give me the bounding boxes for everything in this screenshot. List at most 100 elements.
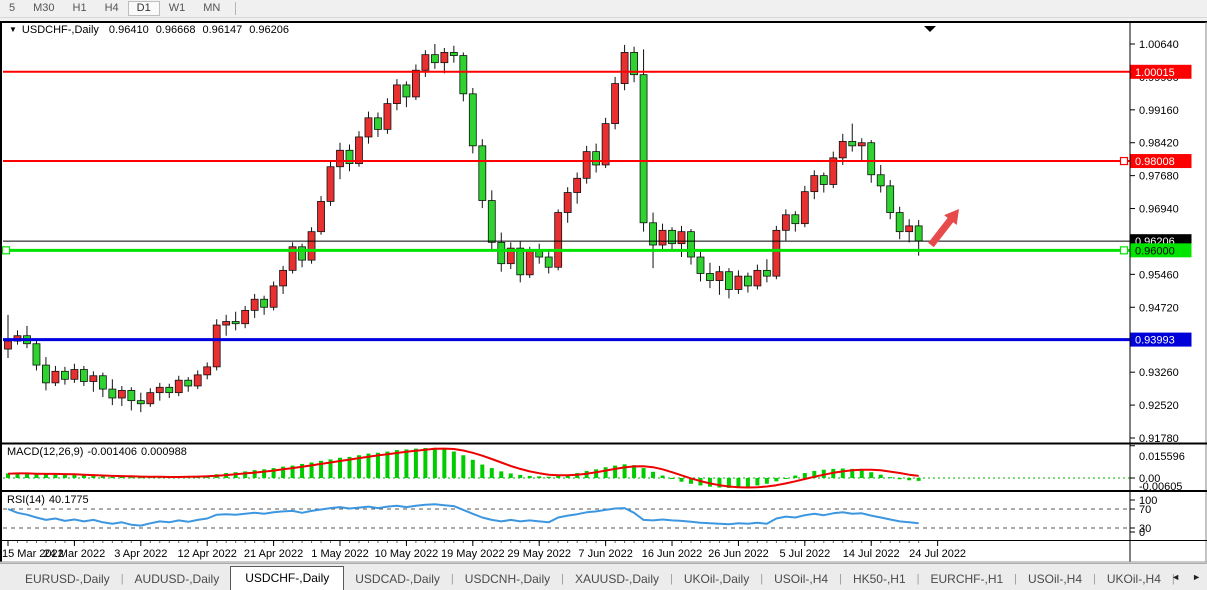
svg-text:0.00: 0.00	[1139, 473, 1160, 485]
svg-text:0.91780: 0.91780	[1139, 433, 1179, 445]
chart-symbol-label: USDCHF-,Daily	[21, 24, 99, 36]
svg-text:0.97680: 0.97680	[1139, 171, 1179, 183]
tab-separator: |	[839, 573, 842, 585]
svg-text:0.92520: 0.92520	[1139, 400, 1179, 412]
svg-text:0.93993: 0.93993	[1135, 335, 1175, 347]
svg-text:16 Jun 2022: 16 Jun 2022	[642, 548, 703, 560]
price-badge-resistance-2: 0.98008	[1130, 154, 1192, 169]
svg-text:5 Jul 2022: 5 Jul 2022	[779, 548, 830, 560]
chart-title: ▼ USDCHF-,Daily 0.96410 0.96668 0.96147 0.962…	[9, 24, 296, 36]
tab-separator: |	[1171, 573, 1175, 585]
tab-audusd-daily[interactable]: AUDUSD-,Daily	[134, 572, 220, 586]
hline-handle[interactable]	[1119, 246, 1129, 255]
timeframe-mn[interactable]: MN	[203, 2, 221, 14]
timeframe-h1[interactable]: H1	[72, 2, 87, 14]
timeframe-w1[interactable]: W1	[168, 2, 186, 14]
svg-text:0.99160: 0.99160	[1139, 105, 1179, 117]
tab-separator: |	[916, 573, 920, 585]
tab-eurchf-h1[interactable]: EURCHF-,H1	[930, 572, 1004, 586]
chart-tab-bar: EURUSD-,Daily | AUDUSD-,Daily USDCHF-,Daily…	[0, 563, 1207, 590]
svg-text:3 Apr 2022: 3 Apr 2022	[114, 548, 167, 560]
macd-pane	[3, 447, 1130, 489]
svg-text:14 Jul 2022: 14 Jul 2022	[843, 548, 900, 560]
tab-ukoil-h4[interactable]: UKOil-,H4	[1106, 572, 1161, 586]
tab-eurusd-daily[interactable]: EURUSD-,Daily	[25, 572, 110, 586]
svg-text:1 May 2022: 1 May 2022	[311, 548, 368, 560]
price-badge-resistance-1: 1.00015	[1130, 64, 1192, 79]
tab-separator: |	[670, 573, 673, 585]
timeframe-m30[interactable]: M30	[33, 2, 55, 14]
timeframe-d1[interactable]: D1	[127, 1, 160, 16]
timeframe-toolbar: 5 M30 H1 H4 D1 W1 MN	[0, 0, 1207, 18]
svg-text:0.96940: 0.96940	[1139, 204, 1179, 216]
rsi-line	[7, 503, 919, 527]
svg-text:24 Jul 2022: 24 Jul 2022	[909, 548, 966, 560]
svg-text:0.95460: 0.95460	[1139, 269, 1179, 281]
macd-signal-value: 0.000988	[140, 446, 187, 458]
tab-separator: |	[561, 573, 564, 585]
svg-text:30: 30	[1139, 523, 1151, 535]
quote-low: 0.96147	[202, 24, 243, 36]
tab-usoil-h4[interactable]: USOil-,H4	[774, 572, 829, 586]
tab-separator: |	[1014, 573, 1018, 585]
tab-scroll-nav: ◄ ►	[1171, 572, 1201, 582]
tab-separator: |	[760, 573, 764, 585]
svg-text:15 Mar 2022: 15 Mar 2022	[2, 548, 64, 560]
tab-xauusd-daily[interactable]: XAUUSD-,Daily	[574, 572, 659, 586]
svg-text:0.98008: 0.98008	[1135, 156, 1175, 168]
svg-text:21 Apr 2022: 21 Apr 2022	[244, 548, 303, 560]
price-badge-support-blue: 0.93993	[1130, 332, 1192, 347]
quote-close: 0.96206	[249, 24, 289, 36]
svg-text:12 Apr 2022: 12 Apr 2022	[178, 548, 237, 560]
toolbar-separator	[235, 2, 237, 15]
svg-text:0.96000: 0.96000	[1135, 245, 1175, 257]
macd-name: MACD(12,26,9)	[7, 446, 84, 458]
svg-text:70: 70	[1139, 504, 1151, 516]
svg-text:10 May 2022: 10 May 2022	[375, 548, 439, 560]
hline-handle[interactable]	[1119, 156, 1129, 166]
tab-separator: |	[1093, 573, 1096, 585]
tab-ukoil-daily[interactable]: UKOil-,Daily	[683, 572, 750, 586]
macd-value: -0.001406	[87, 446, 137, 458]
macd-indicator-label: MACD(12,26,9) -0.001406 0.000988	[7, 446, 191, 458]
svg-text:100: 100	[1139, 495, 1157, 507]
timeframe-5[interactable]: 5	[9, 2, 16, 14]
svg-text:1.00640: 1.00640	[1139, 39, 1179, 51]
tab-usoil-h4[interactable]: USOil-,H4	[1028, 572, 1083, 586]
tab-separator: |	[120, 573, 124, 585]
svg-text:0.015596: 0.015596	[1139, 451, 1185, 463]
chart-shift-marker-icon[interactable]	[924, 26, 936, 32]
up-arrow-annotation[interactable]	[928, 209, 959, 248]
rsi-name: RSI(14)	[7, 494, 45, 506]
tab-usdcnh-daily[interactable]: USDCNH-,Daily	[464, 572, 551, 586]
tab-scroll-left-icon[interactable]: ◄	[1171, 572, 1181, 582]
timeframe-h4[interactable]: H4	[104, 2, 119, 14]
tab-separator: |	[450, 573, 454, 585]
tab-usdchf-daily[interactable]: USDCHF-,Daily	[230, 566, 345, 590]
svg-text:26 Jun 2022: 26 Jun 2022	[708, 548, 769, 560]
price-badge-support-green: 0.96000	[1130, 243, 1192, 258]
candlestick-series	[4, 44, 923, 413]
hline-support-green[interactable]	[1, 246, 1131, 255]
rsi-value: 40.1775	[48, 494, 89, 506]
chart-dropdown-icon[interactable]: ▼	[9, 25, 17, 34]
svg-text:0.98420: 0.98420	[1139, 138, 1179, 150]
svg-text:29 May 2022: 29 May 2022	[507, 548, 571, 560]
rsi-pane	[3, 503, 1130, 529]
hline-handle[interactable]	[1, 246, 11, 255]
rsi-indicator-label: RSI(14) 40.1775	[7, 494, 93, 506]
svg-text:24 Mar 2022: 24 Mar 2022	[44, 548, 106, 560]
hline-resistance-2[interactable]	[3, 156, 1130, 166]
svg-text:0: 0	[1139, 527, 1145, 539]
svg-text:0.93260: 0.93260	[1139, 367, 1179, 379]
svg-text:1.00015: 1.00015	[1135, 67, 1175, 79]
svg-text:19 May 2022: 19 May 2022	[441, 548, 505, 560]
tab-usdcad-daily[interactable]: USDCAD-,Daily	[355, 572, 440, 586]
tab-scroll-right-icon[interactable]: ►	[1192, 572, 1201, 582]
tab-hk50-h1[interactable]: HK50-,H1	[852, 572, 906, 586]
quote-high: 0.96668	[155, 24, 196, 36]
